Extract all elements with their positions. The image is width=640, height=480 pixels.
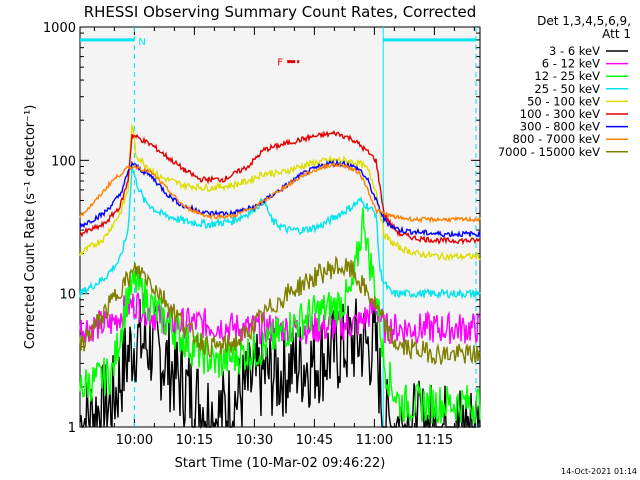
series-line-5 [79,129,481,246]
x-axis-label: Start Time (10-Mar-02 09:46:22) [175,456,386,471]
x-tick-label: 10:00 [116,433,153,448]
series-line-0 [79,298,481,430]
chart-title: RHESSI Observing Summary Count Rates, Co… [84,3,477,21]
x-tick-label: 11:00 [356,433,393,448]
legend-label: 300 - 800 keV [520,120,600,134]
series-line-7 [79,161,481,224]
night-label: N [138,37,145,48]
series-line-3 [79,164,481,300]
legend-label: 50 - 100 keV [527,94,600,108]
y-tick-label: 100 [51,154,76,169]
flare-label: F [277,58,283,69]
axis-ticks: 10:00 10:15 10:30 10:45 11:00 11:15 1 10 100 1000 [43,21,480,448]
x-tick-label: 10:30 [236,433,273,448]
legend-label: 12 - 25 keV [534,69,600,83]
x-tick-label: 10:45 [296,433,333,448]
y-tick-label: 1000 [43,21,76,36]
legend-label: 800 - 7000 keV [512,132,600,146]
legend-label: 25 - 50 keV [534,82,600,96]
legend-label: 3 - 6 keV [549,44,600,58]
legend-label: 100 - 300 keV [520,107,600,121]
legend-header-line-2: Att 1 [602,27,631,41]
x-tick-label: 10:15 [176,433,213,448]
legend-label: 6 - 12 keV [542,57,600,71]
series-line-4 [79,123,481,262]
y-tick-label: 1 [68,421,76,436]
series-lines [79,123,481,430]
y-tick-label: 10 [59,288,76,303]
y-axis-label: Corrected Count Rate (s⁻¹ detector⁻¹) [23,105,38,350]
x-tick-label: 11:15 [416,433,453,448]
legend-header-line-1: Det 1,3,4,5,6,9, [537,14,631,28]
timestamp: 14-Oct-2021 01:14 [561,467,637,476]
legend-label: 7000 - 15000 keV [498,145,600,159]
series-line-8 [79,255,481,366]
series-line-2 [79,207,481,425]
